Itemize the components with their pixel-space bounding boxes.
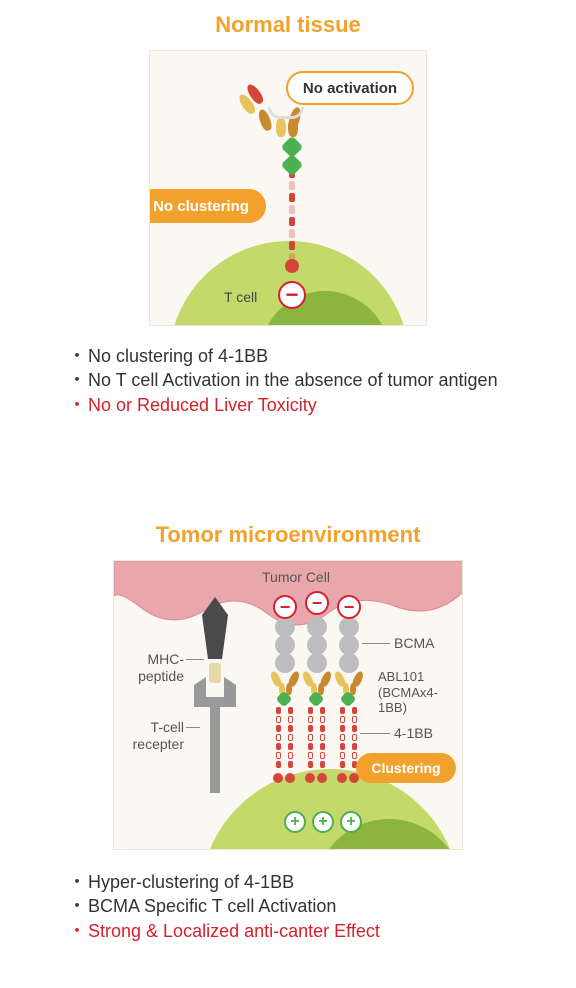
leader — [186, 659, 204, 660]
bcma-ball — [307, 617, 327, 637]
bcma-label: BCMA — [394, 635, 434, 652]
bb-ball — [273, 773, 283, 783]
receptor-stem — [289, 169, 295, 265]
bb-stem — [308, 707, 313, 771]
bcma-ball — [339, 635, 359, 655]
tumor-label: Tumor Cell — [262, 569, 330, 586]
bb-ball — [285, 773, 295, 783]
plus-icon: + — [284, 811, 306, 833]
panel2-title: Tomor microenvironment — [0, 522, 576, 548]
plus-icon: + — [340, 811, 362, 833]
panel2-illustration: Tumor Cell + + + MHC- peptide T-cell rec… — [113, 560, 463, 850]
bcma-ball — [339, 617, 359, 637]
bcma-ball — [275, 635, 295, 655]
panel-tumor-microenv: Tomor microenvironment Tumor Cell + + + … — [0, 522, 576, 943]
minus-icon: − — [273, 595, 297, 619]
bullet: Hyper-clustering of 4-1BB — [72, 870, 516, 894]
mhc-shape — [202, 597, 228, 667]
bcma-ball — [307, 653, 327, 673]
bb-ball — [317, 773, 327, 783]
leader — [362, 643, 390, 644]
bullet: No T cell Activation in the absence of t… — [72, 368, 516, 392]
bb-stem — [288, 707, 293, 771]
abl-label: ABL101 (BCMAx4-1BB) — [378, 669, 462, 716]
bullet: Strong & Localized anti-canter Effect — [72, 919, 516, 943]
bb-ball — [337, 773, 347, 783]
bcma-ball — [339, 653, 359, 673]
bb-stem — [340, 707, 345, 771]
panel1-bullets: No clustering of 4-1BB No T cell Activat… — [72, 344, 516, 417]
ab-arm — [288, 117, 298, 137]
bcma-ball — [275, 653, 295, 673]
tcell-label: T cell — [224, 289, 257, 306]
leader — [186, 727, 200, 728]
panel1-illustration: T cell − N — [149, 50, 427, 326]
minus-icon: − — [305, 591, 329, 615]
bb-label: 4-1BB — [394, 725, 433, 742]
pill-clustering: Clustering — [356, 753, 456, 783]
tcr-label: T-cell recepter — [128, 719, 184, 753]
hinge-dot — [281, 136, 304, 159]
bb-stem — [320, 707, 325, 771]
mhc-label: MHC- peptide — [128, 651, 184, 685]
bb-ball — [305, 773, 315, 783]
minus-icon: − — [278, 281, 306, 309]
leader — [360, 733, 390, 734]
panel1-title: Normal tissue — [0, 12, 576, 38]
bcma-ball — [307, 635, 327, 655]
bb-stem — [276, 707, 281, 771]
plus-icon: + — [312, 811, 334, 833]
minus-icon: − — [337, 595, 361, 619]
bullet: BCMA Specific T cell Activation — [72, 894, 516, 918]
panel2-bullets: Hyper-clustering of 4-1BB BCMA Specific … — [72, 870, 516, 943]
tcr-shape — [194, 677, 236, 747]
ab-arm — [276, 117, 286, 137]
pill-no-clustering: No clustering — [149, 189, 266, 223]
panel-normal-tissue: Normal tissue T cell − — [0, 12, 576, 417]
tcr-stem — [210, 743, 220, 793]
bullet: No or Reduced Liver Toxicity — [72, 393, 516, 417]
pill-no-activation: No activation — [286, 71, 414, 105]
bullet: No clustering of 4-1BB — [72, 344, 516, 368]
bcma-ball — [275, 617, 295, 637]
